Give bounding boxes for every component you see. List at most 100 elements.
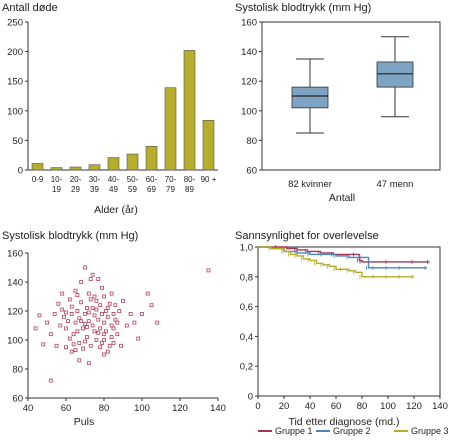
- scatter-point: [77, 340, 82, 345]
- scatter-point: [83, 322, 87, 326]
- survival-curves: [258, 245, 430, 279]
- box-category-label: 82 kvinner: [288, 179, 332, 190]
- scatter-point: [149, 303, 154, 308]
- bar-x-tick-label: 20-: [70, 175, 82, 184]
- legend-label-3: Gruppe 3: [411, 426, 449, 436]
- scatter-point: [64, 326, 68, 331]
- scatter-point: [86, 310, 91, 315]
- survival-x-tick-label: 80: [357, 401, 368, 412]
- scatter-point: [79, 300, 84, 305]
- scatter-point: [56, 301, 61, 306]
- scatter-point: [75, 309, 80, 313]
- scatter-point: [102, 352, 106, 357]
- box-y-tick-label: 140: [241, 47, 257, 58]
- scatter-point: [113, 303, 118, 308]
- scatter-point: [69, 311, 74, 316]
- boxplot-frame: [261, 21, 441, 171]
- scatter-point: [67, 297, 72, 302]
- scatter-point: [92, 313, 97, 318]
- scatter-x-tick-label: 80: [99, 403, 110, 414]
- bar-10-19: [50, 167, 63, 171]
- scatter-point: [86, 291, 91, 296]
- scatter-point: [45, 320, 49, 325]
- survival-x-tick-label: 100: [380, 401, 396, 412]
- scatter-point: [73, 348, 78, 353]
- scatter-point: [52, 311, 57, 316]
- scatter-point: [58, 323, 63, 328]
- scatter-x-tick-label: 60: [61, 403, 72, 414]
- scatter-point: [62, 314, 66, 319]
- scatter-point: [96, 317, 101, 322]
- scatter-point: [105, 306, 110, 311]
- scatter-xlabel: Puls: [74, 416, 94, 428]
- scatter-point: [109, 323, 114, 328]
- scatter-point: [104, 329, 108, 334]
- bar-x-tick-label: 30-: [89, 175, 101, 184]
- scatter-y-tick-label: 120: [7, 307, 23, 318]
- bar-x-tick-label: 39: [90, 185, 99, 194]
- scatter-point: [100, 340, 104, 345]
- survival-x-tick-label: 40: [305, 401, 316, 412]
- scatter-point: [90, 306, 95, 311]
- scatter-point: [86, 361, 91, 366]
- bar-y-tick-label: 250: [7, 18, 23, 29]
- scatter-point: [69, 304, 74, 309]
- scatter-point: [48, 332, 53, 337]
- survival-title: Sannsynlighet for overlevelse: [235, 230, 379, 242]
- scatter-x-tick-label: 120: [172, 403, 188, 414]
- survival-x-tick-label: 0: [255, 401, 260, 412]
- legend-label-1: Gruppe 1: [275, 426, 313, 436]
- scatter-title: Systolisk blodtrykk (mm Hg): [2, 230, 138, 242]
- boxplot-title: Systolisk blodtrykk (mm Hg): [235, 2, 371, 14]
- bar-x-tick-label: 29: [71, 185, 80, 194]
- scatter-point: [92, 294, 97, 299]
- box-y-tick-label: 80: [246, 136, 257, 147]
- scatter-point: [88, 297, 93, 302]
- scatter-point: [107, 301, 112, 306]
- survival-x-tick-label: 20: [279, 401, 290, 412]
- scatter-point: [71, 342, 76, 347]
- scatter-point: [79, 280, 84, 284]
- scatter-point: [37, 313, 42, 318]
- scatter-point: [83, 339, 87, 344]
- scatter-point: [105, 349, 110, 354]
- box-y-tick-label: 120: [241, 77, 257, 88]
- scatter-point: [115, 332, 120, 337]
- boxplot-xlabel: Antall: [329, 192, 355, 204]
- scatter-x-tick-label: 40: [23, 403, 34, 414]
- scatter-point: [85, 325, 89, 329]
- scatter-point: [41, 342, 46, 347]
- scatter-point: [75, 329, 80, 334]
- box-iqr-1: [376, 61, 414, 88]
- scatter-point: [71, 332, 76, 337]
- bar-x-tick-label: 70-: [165, 175, 177, 184]
- scatter-point: [96, 277, 101, 282]
- scatter-point: [60, 291, 65, 296]
- scatter-point: [111, 311, 116, 316]
- survival-y-tick-label: 0,6: [240, 302, 253, 313]
- scatter-point: [98, 326, 103, 331]
- scatter-point: [109, 291, 114, 296]
- scatter-point: [85, 335, 89, 340]
- bar-80-89: [183, 50, 196, 171]
- scatter-point: [105, 314, 110, 319]
- scatter-point: [94, 298, 99, 303]
- scatter-point: [102, 294, 106, 299]
- scatter-point: [100, 285, 104, 290]
- bar-y-tick-label: 0: [18, 166, 23, 177]
- scatter-point: [88, 277, 93, 282]
- bar-x-tick-label: 80-: [184, 175, 196, 184]
- bar-x-tick-label: 79: [166, 185, 175, 194]
- bar-x-tick-label: 89: [185, 185, 194, 194]
- scatter-point: [77, 358, 82, 363]
- scatter-point: [64, 345, 68, 350]
- scatter-point: [113, 317, 118, 322]
- box-y-tick-label: 100: [241, 106, 257, 117]
- scatter-point: [115, 320, 120, 325]
- bar-90 +: [202, 119, 215, 171]
- scatter-point: [83, 311, 87, 316]
- legend-label-2: Gruppe 2: [333, 426, 371, 436]
- scatter-y-tick-label: 60: [12, 394, 23, 405]
- scatter-point: [98, 345, 103, 350]
- scatter-point: [132, 320, 137, 325]
